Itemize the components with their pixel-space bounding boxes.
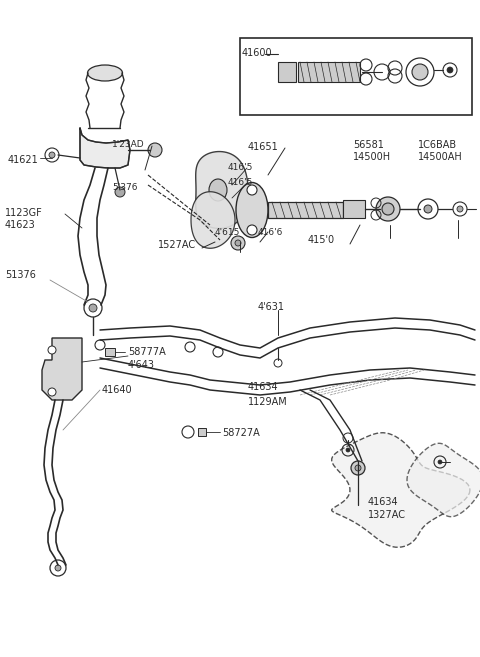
Text: 416'6: 416'6 (258, 228, 283, 237)
Circle shape (351, 461, 365, 475)
Ellipse shape (209, 179, 227, 201)
Circle shape (213, 347, 223, 357)
Text: 41621: 41621 (8, 155, 39, 165)
Text: 1129AM: 1129AM (248, 397, 288, 407)
Circle shape (95, 340, 105, 350)
Text: 1527AC: 1527AC (158, 240, 196, 250)
Circle shape (55, 565, 61, 571)
Text: 14500H: 14500H (353, 152, 391, 162)
Polygon shape (332, 433, 470, 547)
Text: 51376: 51376 (5, 270, 36, 280)
Circle shape (457, 206, 463, 212)
Text: 4'615: 4'615 (215, 228, 240, 237)
Bar (268, 202, 343, 218)
Circle shape (346, 448, 350, 452)
Circle shape (355, 465, 361, 471)
Text: 1C6BAB: 1C6BAB (418, 140, 457, 150)
Circle shape (185, 342, 195, 352)
Text: 41600: 41600 (242, 48, 273, 58)
Text: 41640: 41640 (102, 385, 132, 395)
Circle shape (89, 304, 97, 312)
Text: 41651: 41651 (248, 142, 279, 152)
Circle shape (231, 236, 245, 250)
Text: 1327AC: 1327AC (368, 510, 406, 520)
Text: 4'631: 4'631 (258, 302, 285, 312)
Text: 41623: 41623 (5, 220, 36, 230)
Text: 58777A: 58777A (128, 347, 166, 357)
Circle shape (48, 388, 56, 396)
Text: 14500AH: 14500AH (418, 152, 463, 162)
Ellipse shape (87, 65, 122, 81)
Text: 416'5: 416'5 (228, 178, 253, 187)
Bar (278, 62, 296, 82)
Circle shape (382, 203, 394, 215)
Circle shape (182, 426, 194, 438)
Text: 1'23AD: 1'23AD (112, 140, 144, 149)
Circle shape (148, 143, 162, 157)
Polygon shape (80, 128, 130, 168)
Polygon shape (407, 443, 480, 516)
Circle shape (48, 346, 56, 354)
Text: 41634: 41634 (368, 497, 398, 507)
Circle shape (49, 152, 55, 158)
Bar (240, 38, 472, 115)
Text: 5'376: 5'376 (112, 183, 137, 192)
Text: 58727A: 58727A (222, 428, 260, 438)
Text: 1123GF: 1123GF (5, 208, 43, 218)
Polygon shape (196, 152, 248, 229)
Bar (343, 200, 365, 218)
Circle shape (247, 185, 257, 195)
Text: 56581: 56581 (353, 140, 384, 150)
Circle shape (447, 67, 453, 73)
Bar (198, 428, 206, 436)
Bar (105, 348, 115, 356)
Circle shape (115, 187, 125, 197)
Circle shape (412, 64, 428, 80)
Circle shape (235, 240, 241, 246)
Ellipse shape (236, 183, 268, 237)
Circle shape (376, 197, 400, 221)
Text: 41634: 41634 (248, 382, 278, 392)
Polygon shape (191, 192, 235, 248)
Text: 4'643: 4'643 (128, 360, 155, 370)
Bar (298, 62, 360, 82)
Polygon shape (42, 338, 82, 400)
Text: 416'5: 416'5 (228, 163, 253, 172)
Text: 415'0: 415'0 (308, 235, 335, 245)
Circle shape (247, 225, 257, 235)
Circle shape (424, 205, 432, 213)
Circle shape (438, 460, 442, 464)
